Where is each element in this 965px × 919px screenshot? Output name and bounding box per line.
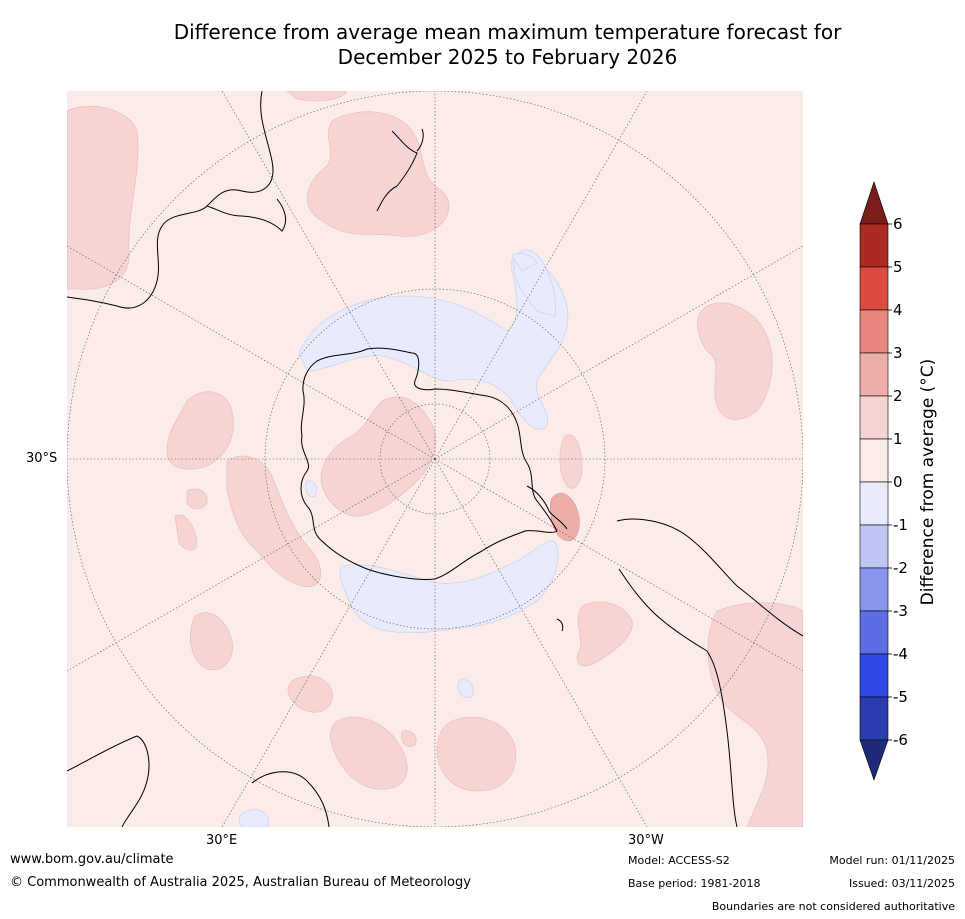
colorbar-band-m2_m1 bbox=[859, 524, 889, 569]
title-line-2: December 2025 to February 2026 bbox=[337, 45, 678, 69]
colorbar-band-4_5 bbox=[859, 266, 889, 311]
south-america-east-coastline bbox=[618, 568, 738, 827]
forecast-map bbox=[67, 91, 803, 827]
colorbar-band-m3_m2 bbox=[859, 567, 889, 612]
website-link[interactable]: www.bom.gov.au/climate bbox=[10, 852, 174, 867]
base-period-text: Base period: 1981-2018 bbox=[628, 877, 761, 890]
colorbar-band-m1_0 bbox=[859, 481, 889, 526]
new-zealand-coastline bbox=[376, 130, 418, 212]
australia-coastline bbox=[67, 91, 274, 309]
hot-anomaly-region bbox=[549, 492, 580, 542]
disclaimer-text: Boundaries are not considered authoritat… bbox=[711, 900, 955, 913]
colorbar-tick-label: -2 bbox=[893, 559, 908, 577]
copyright-text: © Commonwealth of Australia 2025, Austra… bbox=[10, 875, 471, 890]
colorbar-tick-label: 5 bbox=[893, 258, 903, 276]
colorbar-tick-label: 0 bbox=[893, 473, 903, 491]
graticule bbox=[67, 91, 803, 827]
colorbar-band-m6_m5 bbox=[859, 696, 889, 741]
colorbar-band-2_3 bbox=[859, 352, 889, 397]
colorbar-band-m4_m3 bbox=[859, 610, 889, 655]
colorbar-band-5_6 bbox=[859, 223, 889, 268]
colorbar-bands bbox=[859, 181, 889, 781]
colorbar-band-3_4 bbox=[859, 309, 889, 354]
model-text: Model: ACCESS-S2 bbox=[628, 854, 730, 867]
colorbar-band-below-m6 bbox=[859, 739, 889, 781]
warm-anomaly-regions bbox=[67, 91, 803, 827]
colorbar-tick-label: 4 bbox=[893, 301, 903, 319]
colorbar-band-0_1 bbox=[859, 438, 889, 483]
colorbar-tick-label: -4 bbox=[893, 645, 908, 663]
colorbar-tick-label: 6 bbox=[893, 215, 903, 233]
coastlines bbox=[67, 91, 803, 827]
south-america-coastline bbox=[616, 518, 803, 637]
antarctica-coastline bbox=[300, 347, 558, 580]
colorbar-ticks: 6 5 4 3 2 1 0 -1 -2 -3 -4 -5 -6 bbox=[888, 215, 908, 749]
latitude-label-30s: 30°S bbox=[26, 451, 58, 466]
africa-coastline bbox=[67, 735, 150, 827]
australia-southeast-coastline bbox=[206, 198, 287, 232]
cool-anomaly-regions bbox=[238, 249, 569, 827]
colorbar-tick-label: -6 bbox=[893, 731, 908, 749]
title-line-1: Difference from average mean maximum tem… bbox=[173, 20, 842, 44]
antarctic-peninsula-coastline bbox=[526, 485, 568, 530]
colorbar-title: Difference from average (°C) bbox=[918, 358, 938, 606]
colorbar-tick-label: -3 bbox=[893, 602, 908, 620]
colorbar-tick-label: 1 bbox=[893, 430, 903, 448]
africa-south-coastline bbox=[251, 771, 330, 827]
longitude-label-30w: 30°W bbox=[628, 833, 664, 848]
colorbar: 6 5 4 3 2 1 0 -1 -2 -3 -4 -5 -6 bbox=[859, 181, 908, 781]
model-run-text: Model run: 01/11/2025 bbox=[829, 854, 955, 867]
new-zealand-north-coastline bbox=[416, 128, 424, 152]
colorbar-band-m5_m4 bbox=[859, 653, 889, 698]
colorbar-band-1_2 bbox=[859, 395, 889, 440]
colorbar-band-above-6 bbox=[859, 181, 889, 225]
chart-title: Difference from average mean maximum tem… bbox=[60, 20, 955, 70]
colorbar-tick-label: -5 bbox=[893, 688, 908, 706]
colorbar-tick-label: 2 bbox=[893, 387, 903, 405]
small-island-coastline bbox=[556, 618, 564, 632]
issued-text: Issued: 03/11/2025 bbox=[848, 877, 955, 890]
longitude-label-30e: 30°E bbox=[206, 833, 238, 848]
colorbar-tick-label: -1 bbox=[893, 516, 908, 534]
colorbar-tick-label: 3 bbox=[893, 344, 903, 362]
